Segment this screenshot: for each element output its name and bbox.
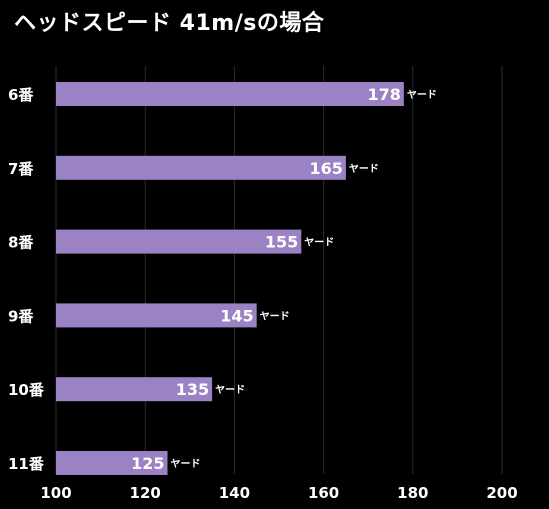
x-tick-label-120: 120 <box>130 484 161 502</box>
bar-unit-label-5: ヤード <box>215 384 245 396</box>
bar-4 <box>56 303 257 328</box>
bar-value-label-2: 165 <box>309 159 342 178</box>
category-label-3: 8番 <box>8 234 34 252</box>
bar-2 <box>56 155 346 180</box>
x-tick-label-160: 160 <box>308 484 339 502</box>
bar-unit-label-3: ヤード <box>304 237 334 249</box>
bar-value-label-6: 125 <box>131 454 164 473</box>
bar-6 <box>56 451 168 475</box>
category-label-2: 7番 <box>8 160 34 178</box>
bar-unit-label-2: ヤード <box>349 163 379 175</box>
x-tick-label-140: 140 <box>219 484 250 502</box>
bar-unit-label-1: ヤード <box>407 89 437 101</box>
x-tick-label-200: 200 <box>486 484 517 502</box>
bar-value-label-4: 145 <box>220 306 253 325</box>
bar-5 <box>56 377 213 402</box>
bar-3 <box>56 229 302 254</box>
grid-layer <box>55 66 503 474</box>
bar-unit-label-6: ヤード <box>171 458 201 470</box>
bar-1 <box>56 82 404 106</box>
category-label-6: 11番 <box>8 455 45 473</box>
bars-layer <box>56 82 404 475</box>
chart-title: ヘッドスピード 41m/sの場合 <box>14 11 325 36</box>
x-tick-label-100: 100 <box>40 484 71 502</box>
category-label-5: 10番 <box>8 381 45 399</box>
bar-unit-label-4: ヤード <box>260 310 290 322</box>
labels-layer: 100 120 140 160 180 200 6番 178 ヤード 7番 165 ヤード 8番 155 ヤ… <box>8 85 518 502</box>
category-label-4: 9番 <box>8 307 34 325</box>
bar-value-label-1: 178 <box>367 85 400 104</box>
category-label-1: 6番 <box>8 86 34 104</box>
bar-value-label-5: 135 <box>176 380 209 399</box>
bar-value-label-3: 155 <box>265 233 298 252</box>
x-tick-label-180: 180 <box>397 484 428 502</box>
